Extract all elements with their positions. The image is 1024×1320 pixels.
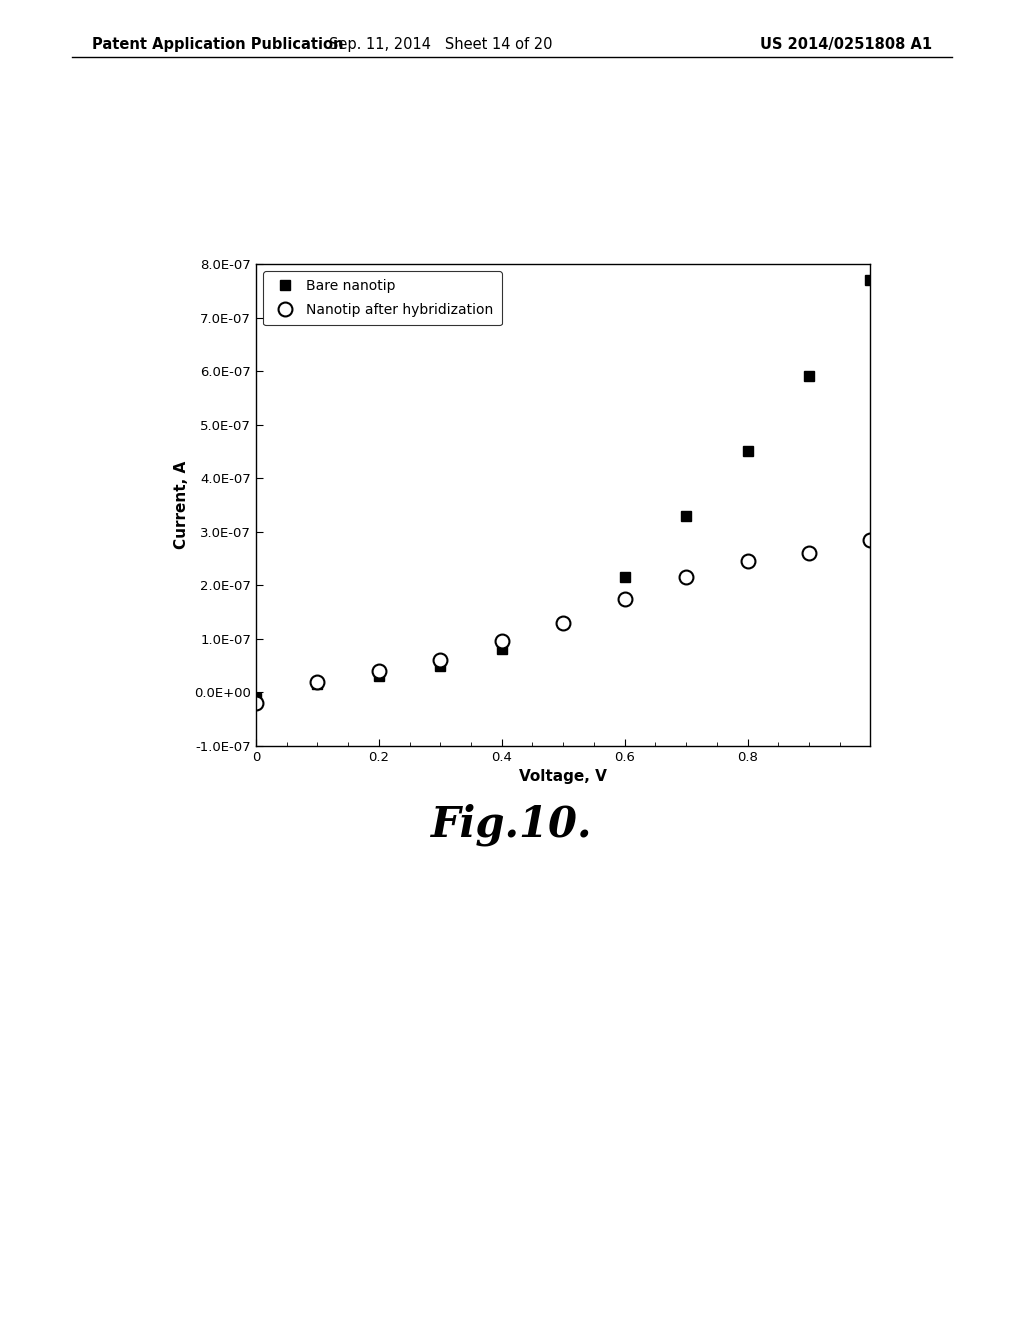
Bare nanotip [311,676,324,692]
Bare nanotip [250,689,262,705]
Nanotip after hybridization [680,569,692,585]
Nanotip after hybridization [311,673,324,689]
Bare nanotip [373,668,385,684]
Line: Bare nanotip: Bare nanotip [251,275,876,702]
Nanotip after hybridization [741,553,754,569]
Bare nanotip [496,642,508,657]
Y-axis label: Current, A: Current, A [174,461,188,549]
Nanotip after hybridization [803,545,815,561]
Text: Fig.10.: Fig.10. [431,804,593,846]
X-axis label: Voltage, V: Voltage, V [519,770,607,784]
Bare nanotip [618,569,631,585]
Nanotip after hybridization [373,663,385,678]
Nanotip after hybridization [864,532,877,548]
Bare nanotip [557,615,569,631]
Nanotip after hybridization [434,652,446,668]
Bare nanotip [741,444,754,459]
Text: US 2014/0251808 A1: US 2014/0251808 A1 [760,37,932,51]
Legend: Bare nanotip, Nanotip after hybridization: Bare nanotip, Nanotip after hybridizatio… [263,271,502,325]
Text: Patent Application Publication: Patent Application Publication [92,37,344,51]
Nanotip after hybridization [618,590,631,606]
Bare nanotip [434,657,446,673]
Line: Nanotip after hybridization: Nanotip after hybridization [249,533,878,710]
Nanotip after hybridization [557,615,569,631]
Nanotip after hybridization [250,696,262,711]
Nanotip after hybridization [496,634,508,649]
Bare nanotip [680,508,692,524]
Text: Sep. 11, 2014   Sheet 14 of 20: Sep. 11, 2014 Sheet 14 of 20 [329,37,552,51]
Bare nanotip [803,368,815,384]
Bare nanotip [864,272,877,288]
